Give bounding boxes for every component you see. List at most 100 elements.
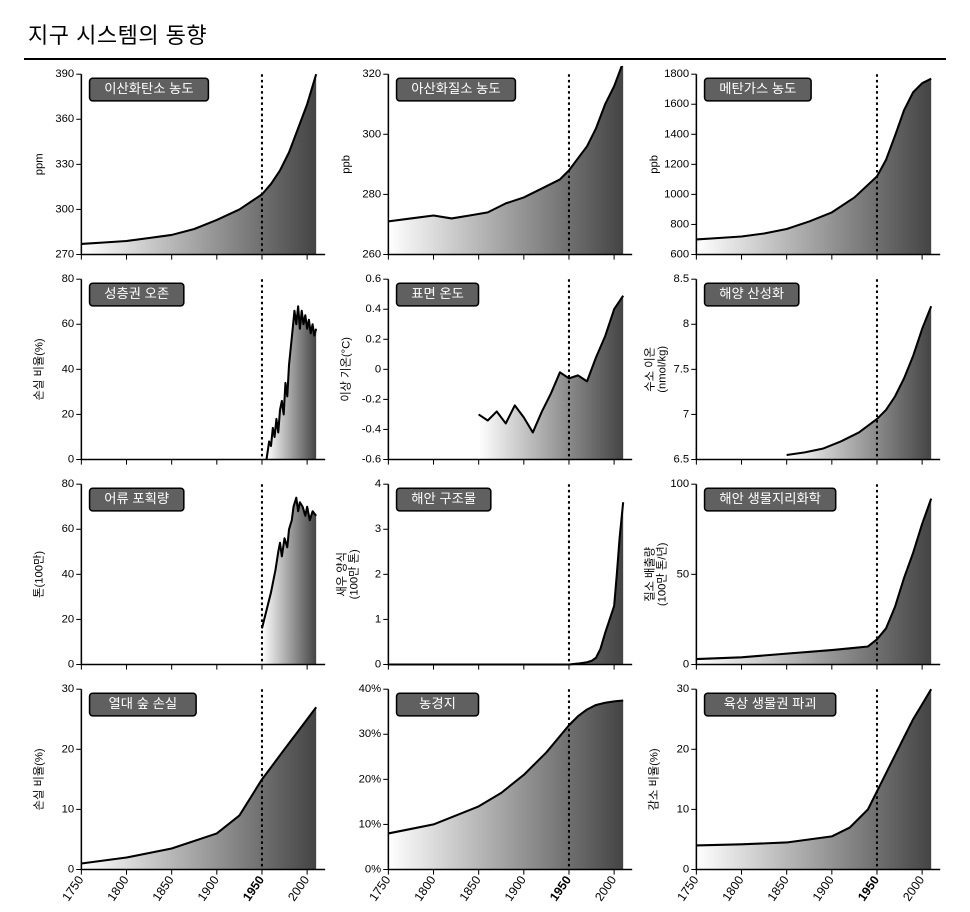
chart-svg-temp: -0.6-0.4-0.200.20.40.6이상 기온(°C)표면 온도	[331, 271, 638, 476]
y-tick-label: 600	[670, 248, 689, 260]
chart-svg-ocean_acid: 6.577.588.5수소 이온(nmol/kg)해양 산성화	[639, 271, 946, 476]
y-axis-label: (100만 톤/년)	[655, 542, 668, 606]
y-tick-label: 800	[670, 218, 689, 230]
y-tick-label: 30	[676, 683, 689, 695]
chart-panel-ozone: 0 20 40 60 80 손실 비율(%) 성층권 오존	[24, 271, 331, 476]
chart-title: 성층권 오존	[104, 286, 169, 301]
y-tick-label: 10%	[359, 818, 382, 830]
y-tick-label: 0	[375, 363, 381, 375]
x-tick-label: 1800	[719, 873, 746, 904]
y-tick-label: 60	[62, 318, 75, 330]
chart-title: 어류 포획량	[104, 491, 169, 506]
y-tick-label: -0.2	[362, 393, 381, 405]
y-tick-label: 20	[62, 408, 75, 420]
page-title: 지구 시스템의 동향	[28, 18, 946, 50]
chart-title: 표면 온도	[412, 286, 465, 301]
chart-panel-fish: 020406080톤(100만)어류 포획량	[24, 476, 331, 681]
y-tick-label: 10	[676, 803, 689, 815]
chart-title: 해양 산성화	[719, 286, 784, 301]
y-tick-label: 100	[670, 478, 689, 490]
y-axis-label: 질소 배출량	[643, 547, 656, 602]
y-axis-label: ppb	[341, 155, 353, 174]
y-axis-label: (100만 톤)	[348, 549, 361, 599]
y-axis-label: 새우 양식	[336, 552, 349, 597]
x-tick-label: 1950	[240, 873, 267, 904]
chart-panel-ch4: 60080010001200140016001800ppb메탄가스 농도	[639, 66, 946, 271]
chart-svg-fish: 020406080톤(100만)어류 포획량	[24, 476, 331, 681]
y-tick-label: 40	[62, 568, 75, 580]
y-tick-label: 40	[62, 363, 75, 375]
series-area	[262, 497, 316, 664]
y-tick-label: 80	[62, 478, 75, 490]
x-tick-label: 1850	[457, 873, 484, 904]
series-area	[479, 296, 624, 460]
x-tick-label: 1900	[809, 873, 836, 904]
y-tick-label: 4	[375, 478, 381, 490]
y-tick-label: 300	[363, 128, 382, 140]
series-line	[389, 502, 624, 664]
y-tick-label: 390	[55, 68, 74, 80]
y-tick-label: 1600	[664, 98, 689, 110]
y-tick-label: 270	[55, 248, 74, 260]
y-tick-label: 280	[363, 188, 382, 200]
y-tick-label: 330	[55, 158, 74, 170]
y-tick-label: 1000	[664, 188, 689, 200]
chart-title: 이산화탄소 농도	[104, 81, 193, 96]
y-axis-label: (nmol/kg)	[656, 346, 668, 393]
x-tick-label: 1950	[547, 873, 574, 904]
chart-title: 육상 생물권 파괴	[723, 696, 816, 711]
series-area	[786, 306, 931, 459]
x-tick-label: 2000	[900, 873, 927, 904]
chart-svg-ozone: 0 20 40 60 80 손실 비율(%) 성층권 오존	[24, 271, 331, 476]
chart-title: 해안 구조물	[412, 491, 477, 506]
y-axis-label: 톤(100만)	[32, 550, 45, 597]
chart-panel-nitrogen: 050100질소 배출량(100만 톤/년)해안 생물지리화학	[639, 476, 946, 681]
chart-svg-biosphere: 0102030175018001850190019502000감소 비율(%)육…	[639, 681, 946, 912]
y-tick-label: 0	[68, 658, 74, 670]
chart-panel-co2: 270300330360390ppm이산화탄소 농도	[24, 66, 331, 271]
y-tick-label: 20	[62, 743, 75, 755]
series-area	[696, 498, 931, 664]
x-tick-label: 1800	[412, 873, 439, 904]
chart-panel-farmland: 0%10%20%30%40%175018001850190019502000농경…	[331, 681, 638, 912]
chart-title: 농경지	[420, 696, 457, 711]
y-axis-label: 손실 비율(%)	[32, 748, 45, 810]
y-tick-label: 320	[363, 68, 382, 80]
y-tick-label: 7	[683, 408, 689, 420]
chart-svg-n2o: 260280300320ppb아산화질소 농도	[331, 66, 638, 271]
y-axis-label: 수소 이온	[643, 347, 656, 392]
y-tick-label: 10	[62, 803, 75, 815]
y-axis-label: 감소 비율(%)	[647, 748, 660, 810]
chart-panel-ocean_acid: 6.577.588.5수소 이온(nmol/kg)해양 산성화	[639, 271, 946, 476]
chart-svg-farmland: 0%10%20%30%40%175018001850190019502000농경…	[331, 681, 638, 912]
x-tick-label: 1950	[855, 873, 882, 904]
y-tick-label: 0	[68, 453, 74, 465]
chart-svg-ch4: 60080010001200140016001800ppb메탄가스 농도	[639, 66, 946, 271]
chart-title: 열대 숲 손실	[109, 696, 178, 711]
chart-panel-forest: 0102030175018001850190019502000손실 비율(%)열…	[24, 681, 331, 912]
y-tick-label: 0.4	[366, 303, 382, 315]
x-tick-label: 1900	[502, 873, 529, 904]
y-tick-label: 1800	[664, 68, 689, 80]
chart-title: 해안 생물지리화학	[719, 491, 821, 506]
chart-svg-co2: 270300330360390ppm이산화탄소 농도	[24, 66, 331, 271]
y-tick-label: 0.6	[366, 273, 382, 285]
y-tick-label: 7.5	[673, 363, 689, 375]
y-axis-label: 손실 비율(%)	[32, 338, 45, 400]
y-tick-label: 0	[375, 658, 381, 670]
series-area	[389, 700, 624, 869]
y-tick-label: 0.2	[366, 333, 382, 345]
chart-grid: 270300330360390ppm이산화탄소 농도260280300320pp…	[24, 66, 946, 886]
chart-panel-shrimp: 01234새우 양식(100만 톤)해안 구조물	[331, 476, 638, 681]
x-tick-label: 2000	[592, 873, 619, 904]
y-tick-label: 20	[676, 743, 689, 755]
y-tick-label: 360	[55, 113, 74, 125]
x-tick-label: 1850	[764, 873, 791, 904]
series-area	[81, 707, 316, 869]
y-tick-label: 0	[68, 863, 74, 875]
y-tick-label: 2	[375, 568, 381, 580]
chart-title: 메탄가스 농도	[719, 81, 796, 96]
x-tick-label: 2000	[285, 873, 312, 904]
y-tick-label: 80	[62, 273, 75, 285]
y-tick-label: 1	[375, 613, 381, 625]
